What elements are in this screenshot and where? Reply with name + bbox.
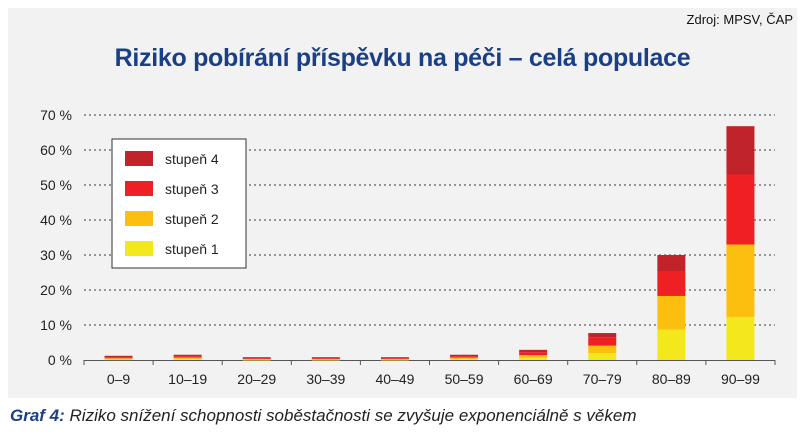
bar-segment xyxy=(657,255,686,272)
bar-segment xyxy=(657,295,686,330)
legend-swatch xyxy=(125,181,153,196)
x-tick-label: 70–79 xyxy=(583,371,622,387)
y-tick-label: 0 % xyxy=(48,352,72,368)
bar-segment xyxy=(104,358,133,360)
bar-segment xyxy=(380,358,409,360)
y-tick-label: 60 % xyxy=(40,142,72,158)
x-tick-label: 90–99 xyxy=(721,371,760,387)
bar-segment xyxy=(173,354,202,357)
y-tick-label: 10 % xyxy=(40,317,72,333)
bar-segment xyxy=(311,359,340,361)
bar-segment xyxy=(657,271,686,296)
bar-segment xyxy=(519,352,548,356)
bar-segment xyxy=(311,358,340,360)
bar-segment xyxy=(173,358,202,360)
bar-segment xyxy=(173,356,202,358)
x-tick-label: 20–29 xyxy=(237,371,276,387)
source-note: Zdroj: MPSV, ČAP xyxy=(686,12,793,27)
bar-segment xyxy=(450,358,479,360)
bar-chart: 0 % 10 % 20 % 30 % 40 % 50 % 60 % 70 % 0–9 10–19 2… xyxy=(40,107,776,387)
figure-caption: Graf 4: Riziko snížení schopnosti soběst… xyxy=(10,406,636,426)
legend-swatch xyxy=(125,211,153,226)
y-tick-label: 20 % xyxy=(40,282,72,298)
x-tick-label: 10–19 xyxy=(168,371,207,387)
bar-segment xyxy=(242,358,271,360)
bar-segment xyxy=(588,337,617,346)
bar-segment xyxy=(450,357,479,359)
bar-segment xyxy=(104,355,133,358)
bar-segment xyxy=(519,349,548,353)
x-tick-label: 50–59 xyxy=(445,371,484,387)
bar-segment xyxy=(450,356,479,358)
y-tick-label: 70 % xyxy=(40,107,72,123)
x-tick-label: 60–69 xyxy=(514,371,553,387)
legend-label: stupeň 3 xyxy=(165,181,219,197)
bar-segment xyxy=(450,354,479,357)
bar-segment xyxy=(242,358,271,360)
bar-segment xyxy=(311,358,340,360)
bar-segment xyxy=(380,359,409,361)
legend-swatch xyxy=(125,241,153,256)
bar-segment xyxy=(726,174,755,245)
legend-label: stupeň 4 xyxy=(165,151,219,167)
bar-segment xyxy=(726,316,755,360)
y-tick-label: 30 % xyxy=(40,247,72,263)
y-tick-label: 50 % xyxy=(40,177,72,193)
bar-segment xyxy=(588,333,617,338)
x-tick-label: 0–9 xyxy=(107,371,131,387)
caption-label: Graf 4: xyxy=(10,406,65,425)
bar-segment xyxy=(311,357,340,359)
bar-segment xyxy=(519,355,548,358)
bar-segment xyxy=(242,359,271,361)
caption-text: Riziko snížení schopnosti soběstačnosti … xyxy=(64,406,637,425)
bar-segment xyxy=(588,353,617,360)
bar-segment xyxy=(726,126,755,175)
x-tick-label: 30–39 xyxy=(306,371,345,387)
bar-segment xyxy=(104,359,133,361)
x-tick-label: 80–89 xyxy=(652,371,691,387)
bar-segment xyxy=(104,357,133,359)
legend-label: stupeň 1 xyxy=(165,241,219,257)
bar-segment xyxy=(242,357,271,359)
y-tick-label: 40 % xyxy=(40,212,72,228)
x-tick-label: 40–49 xyxy=(375,371,414,387)
bar-segment xyxy=(173,357,202,359)
bar-segment xyxy=(726,244,755,317)
legend-label: stupeň 2 xyxy=(165,211,219,227)
bar-segment xyxy=(380,357,409,359)
legend-swatch xyxy=(125,151,153,166)
bar-segment xyxy=(588,345,617,353)
bar-segment xyxy=(380,358,409,360)
bar-segment xyxy=(657,329,686,360)
bar-segment xyxy=(519,357,548,360)
chart-title: Riziko pobírání příspěvku na péči – celá… xyxy=(114,44,691,72)
